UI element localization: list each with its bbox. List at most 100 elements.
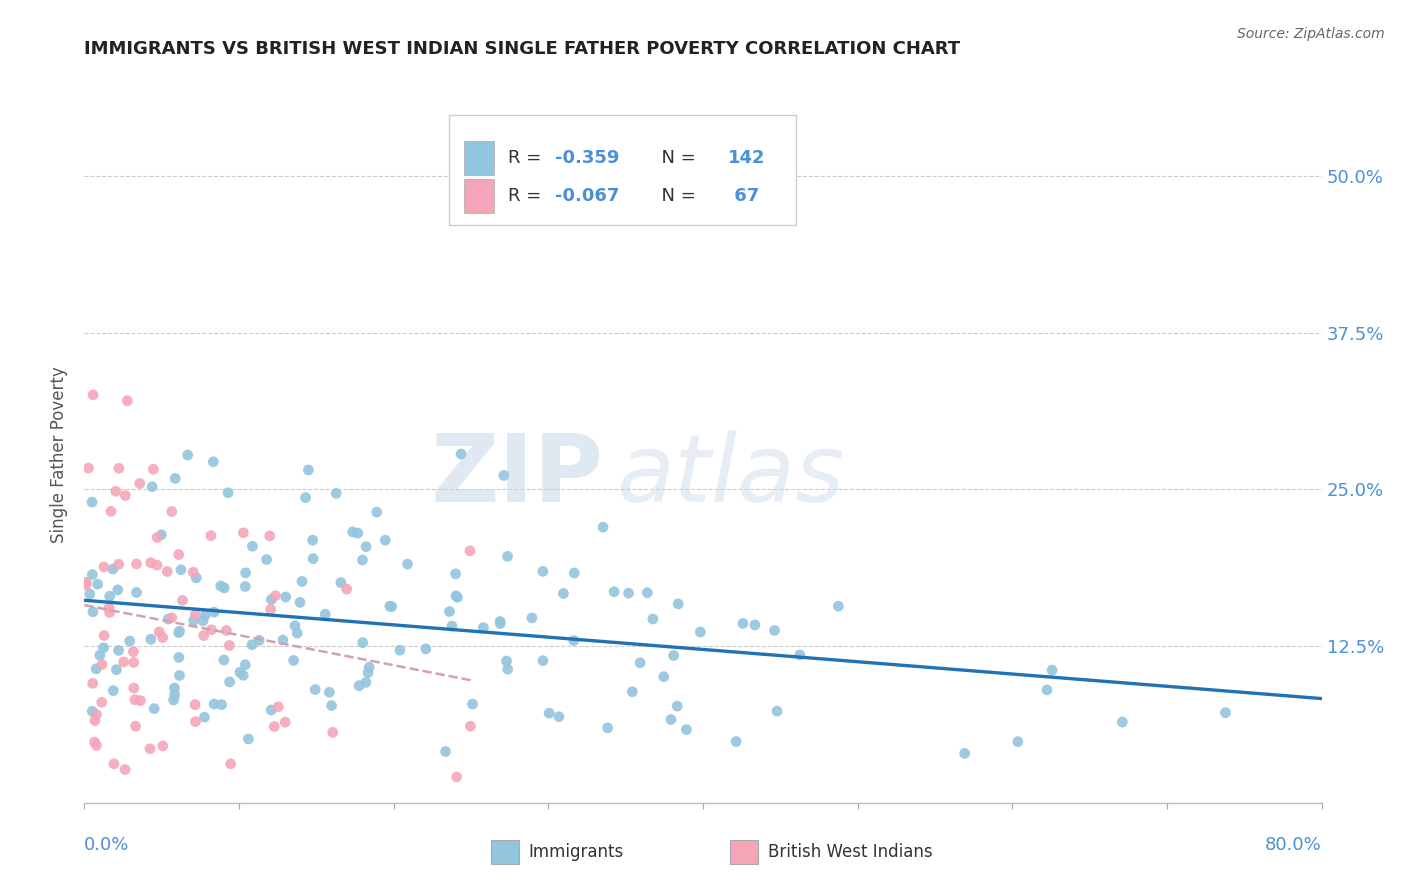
Point — [1040, 663, 1063, 677]
Point — [374, 533, 396, 548]
Point — [90, 695, 112, 709]
Point — [184, 714, 207, 729]
Point — [124, 692, 146, 706]
Point — [378, 599, 401, 614]
Point — [104, 484, 127, 499]
Point — [396, 557, 419, 571]
Point — [101, 562, 124, 576]
Point — [450, 447, 472, 461]
Point — [264, 589, 287, 603]
Point — [77, 461, 100, 475]
Point — [531, 654, 554, 668]
Point — [495, 654, 517, 668]
Point — [439, 605, 461, 619]
Point — [329, 575, 352, 590]
Point — [415, 641, 437, 656]
Point — [789, 648, 811, 662]
Point — [169, 624, 191, 639]
Point — [107, 558, 129, 572]
Point — [93, 640, 115, 655]
Point — [75, 575, 97, 590]
Point — [114, 763, 136, 777]
Point — [346, 526, 368, 541]
Point — [193, 629, 215, 643]
Point — [314, 607, 336, 622]
Point — [641, 612, 664, 626]
Point — [381, 599, 404, 614]
Point — [347, 679, 370, 693]
Point — [662, 648, 685, 663]
Point — [146, 558, 169, 572]
Point — [260, 703, 283, 717]
Point — [80, 495, 103, 509]
Point — [125, 557, 148, 571]
Point — [553, 586, 575, 600]
Point — [122, 645, 145, 659]
Point — [267, 699, 290, 714]
Point — [666, 597, 689, 611]
Point — [217, 485, 239, 500]
Point — [628, 656, 651, 670]
Point — [342, 524, 364, 539]
Point — [128, 476, 150, 491]
Point — [165, 471, 187, 485]
Point — [125, 585, 148, 599]
Text: R =: R = — [508, 187, 547, 205]
Point — [98, 589, 121, 603]
Text: N =: N = — [650, 149, 702, 167]
Text: -0.067: -0.067 — [554, 187, 619, 205]
Point — [489, 615, 512, 629]
Point — [621, 684, 644, 698]
Point — [163, 681, 186, 695]
Point — [238, 731, 260, 746]
Point — [139, 632, 162, 647]
Point — [492, 468, 515, 483]
Point — [496, 549, 519, 564]
Point — [89, 648, 111, 663]
Point — [75, 578, 97, 592]
Point — [193, 710, 215, 724]
Point — [489, 616, 512, 631]
Text: R =: R = — [508, 149, 547, 167]
Point — [357, 665, 380, 680]
Point — [79, 587, 101, 601]
Point — [731, 616, 754, 631]
Point — [84, 662, 107, 676]
Point — [160, 504, 183, 518]
Point — [184, 607, 207, 622]
Point — [562, 566, 585, 580]
Text: British West Indians: British West Indians — [768, 843, 932, 861]
Point — [953, 747, 976, 761]
Point — [294, 491, 316, 505]
Point — [93, 628, 115, 642]
Point — [183, 614, 205, 628]
Point — [321, 698, 343, 713]
Point — [259, 602, 281, 616]
Point — [107, 582, 129, 597]
Point — [827, 599, 849, 614]
Point — [302, 551, 325, 566]
Point — [531, 565, 554, 579]
Text: IMMIGRANTS VS BRITISH WEST INDIAN SINGLE FATHER POVERTY CORRELATION CHART: IMMIGRANTS VS BRITISH WEST INDIAN SINGLE… — [84, 40, 960, 58]
Point — [86, 739, 108, 753]
Point — [215, 624, 238, 638]
Point — [271, 632, 294, 647]
Point — [218, 674, 240, 689]
Point — [103, 756, 125, 771]
Point — [325, 486, 347, 500]
Point — [247, 633, 270, 648]
Point — [240, 638, 263, 652]
Point — [354, 675, 377, 690]
Point — [117, 393, 139, 408]
Point — [200, 529, 222, 543]
Point — [659, 713, 682, 727]
Point — [82, 388, 104, 402]
Point — [122, 681, 145, 695]
Point — [666, 699, 689, 714]
Point — [163, 688, 186, 702]
Point — [84, 714, 107, 728]
Point — [82, 605, 104, 619]
Point — [352, 635, 374, 649]
Point — [176, 448, 198, 462]
Point — [458, 544, 481, 558]
